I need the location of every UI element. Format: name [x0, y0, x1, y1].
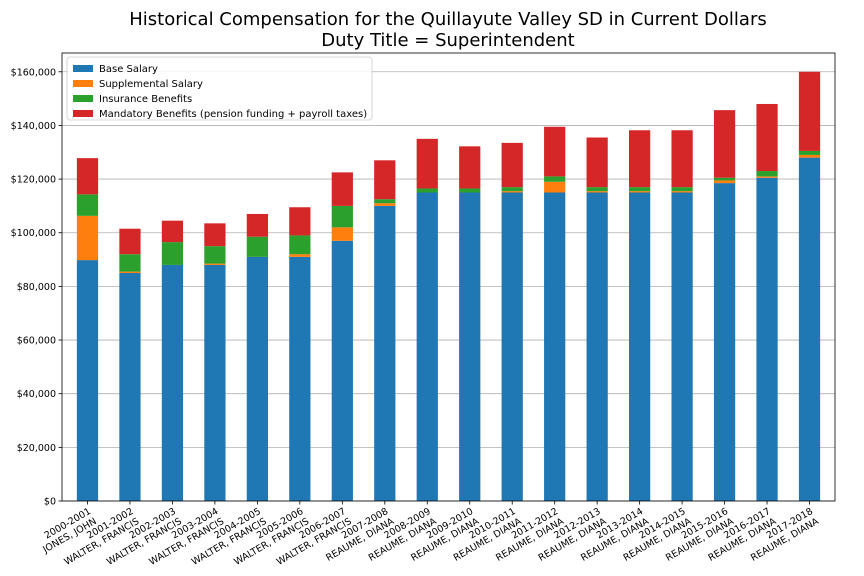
- y-tick-label: $20,000: [17, 443, 56, 454]
- bar-segment-4: [713, 110, 736, 178]
- bar-segment-2: [798, 154, 821, 158]
- bar-segment-3: [713, 177, 736, 181]
- bar-segment-4: [161, 220, 184, 243]
- bar-segment-1: [629, 192, 651, 501]
- bar-segment-1: [459, 192, 481, 501]
- bar-segment-4: [76, 158, 99, 195]
- bar-segment-4: [629, 130, 651, 188]
- bar-segment-4: [459, 146, 481, 189]
- legend: Base Salary Supplemental Salary Insurance …: [66, 56, 373, 121]
- bar-segment-1: [501, 192, 523, 501]
- bar-segment-2: [544, 181, 566, 193]
- bar-segment-2: [713, 180, 736, 184]
- bar-segment-2: [331, 227, 353, 241]
- bar-segment-4: [204, 223, 226, 247]
- bar-segment-2: [204, 263, 226, 265]
- legend-swatch: [73, 65, 93, 72]
- bar-segment-2: [76, 215, 99, 261]
- y-tick-label: $60,000: [17, 336, 56, 347]
- legend-label: Base Salary: [99, 64, 158, 75]
- legend-label: Insurance Benefits: [99, 94, 192, 105]
- bar-segment-3: [416, 188, 438, 193]
- legend-label: Mandatory Benefits (pension funding + pa…: [99, 109, 367, 120]
- bar-segment-4: [374, 160, 396, 200]
- bar-segment-3: [289, 235, 311, 255]
- y-axis-ticks: $0 $20,000 $40,000 $60,000 $80,000 $100,000 $1…: [11, 67, 62, 508]
- bar-segment-4: [416, 138, 438, 189]
- bar-segment-4: [544, 126, 566, 177]
- bar-segment-3: [586, 187, 608, 192]
- bars: [76, 71, 821, 502]
- y-tick-label: $140,000: [11, 121, 56, 132]
- bar-segment-4: [586, 137, 608, 188]
- bar-segment-3: [76, 194, 99, 216]
- legend-swatch: [73, 110, 93, 117]
- legend-swatch: [73, 80, 93, 87]
- legend-box: [66, 56, 373, 121]
- chart-title: Historical Compensation for the Quillayu…: [129, 9, 766, 30]
- bar-segment-2: [629, 191, 651, 193]
- bar-segment-3: [204, 246, 226, 264]
- bar-segment-2: [756, 176, 778, 178]
- legend-label: Supplemental Salary: [99, 79, 203, 90]
- bar-segment-1: [798, 157, 821, 502]
- bar-segment-1: [204, 264, 226, 501]
- y-tick-label: $100,000: [11, 228, 56, 239]
- bar-segment-2: [374, 203, 396, 206]
- plot-frame: [61, 52, 836, 502]
- bar-segment-1: [374, 205, 396, 501]
- bar-segment-1: [586, 192, 608, 501]
- bar-segment-1: [289, 256, 311, 501]
- bar-segment-1: [76, 260, 99, 501]
- bar-segment-4: [671, 130, 693, 188]
- bar-segment-3: [501, 187, 523, 192]
- bar-segment-1: [161, 264, 184, 501]
- bar-segment-3: [161, 242, 184, 265]
- bar-segment-1: [416, 192, 438, 501]
- bar-segment-4: [246, 213, 268, 237]
- bar-segment-2: [671, 191, 693, 193]
- y-tick-label: $40,000: [17, 389, 56, 400]
- bar-segment-1: [331, 240, 353, 501]
- bar-segment-3: [374, 199, 396, 204]
- bar-segment-1: [246, 256, 268, 501]
- bar-segment-1: [544, 192, 566, 501]
- y-tick-label: $80,000: [17, 282, 56, 293]
- bar-segment-1: [119, 272, 141, 501]
- gridlines: [62, 71, 835, 502]
- chart-subtitle: Duty Title = Superintendent: [321, 30, 574, 51]
- bar-segment-4: [331, 172, 353, 206]
- bar-segment-3: [246, 236, 268, 257]
- bar-segment-2: [119, 271, 141, 273]
- y-tick-label: $160,000: [11, 67, 56, 78]
- bar-segment-4: [501, 142, 523, 188]
- bar-segment-4: [756, 103, 778, 172]
- bar-segment-1: [713, 183, 736, 501]
- bar-segment-2: [586, 191, 608, 193]
- bar-segment-2: [501, 191, 523, 193]
- bar-segment-3: [119, 254, 141, 272]
- bar-segment-3: [756, 171, 778, 177]
- bar-segment-1: [671, 192, 693, 501]
- bar-segment-3: [459, 188, 481, 193]
- bar-segment-3: [629, 187, 651, 192]
- bar-segment-4: [798, 71, 821, 151]
- y-tick-label: $120,000: [11, 175, 56, 186]
- legend-swatch: [73, 95, 93, 102]
- bar-segment-3: [544, 176, 566, 182]
- y-tick-label: $0: [44, 497, 56, 508]
- bar-segment-4: [289, 207, 311, 236]
- bar-segment-3: [798, 150, 821, 155]
- bar-segment-4: [119, 228, 141, 255]
- bar-segment-2: [289, 254, 311, 257]
- bar-segment-3: [671, 187, 693, 192]
- bar-segment-1: [756, 177, 778, 502]
- bar-segment-3: [331, 205, 353, 228]
